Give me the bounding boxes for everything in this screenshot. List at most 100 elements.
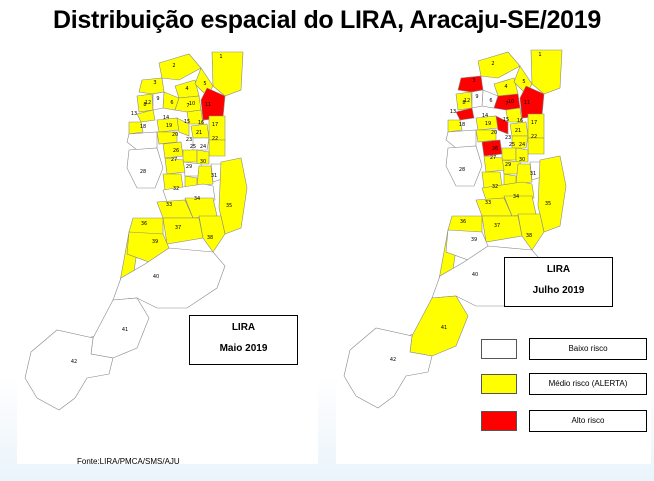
map-zone-label: 3 [472,78,475,84]
map-zone-label: 28 [459,167,465,173]
legend-label-low: Baixo risco [529,338,647,360]
map-zone-label: 28 [140,169,146,175]
map-zone-label: 32 [173,186,179,192]
map-zone-label: 17 [531,120,537,126]
map-zone-label: 24 [200,144,206,150]
legend-label-medium: Médio risco (ALERTA) [529,373,647,395]
map-zone-label: 14 [163,115,169,121]
map-panel-may: 1 2 3 4 5 6 7 8 9 10 11 12 13 14 15 16 17 18 19 20 21 22 23 24 2… [17,38,318,464]
slide-title: Distribuição espacial do LIRA, Aracaju-S… [53,6,601,34]
map-zone-21 [511,135,529,149]
map-zone-15 [176,117,190,137]
map-zone-label: 5 [203,81,206,87]
map-zone-label: 24 [519,142,525,148]
map-zone-label: 39 [152,239,158,245]
map-zone-label: 36 [460,219,466,225]
map-zone-label: 12 [464,98,470,104]
map-zone-label: 9 [156,96,159,102]
map-zone-label: 27 [490,155,496,161]
map-zone-24 [196,149,210,165]
map-zone-label: 16 [198,120,204,126]
map-zone-23 [501,147,517,161]
legend-swatch-high [481,411,517,431]
map-zone-label: 2 [491,61,494,67]
map-zone-19 [475,129,497,143]
map-zone-label: 18 [140,124,146,130]
map-zone-1 [211,51,244,97]
map-zone-12 [136,109,156,123]
map-zone-15 [495,115,509,135]
map-zone-35 [537,155,567,233]
map-zone-label: 17 [212,122,218,128]
map-zone-label: 8 [143,102,146,108]
map-zone-28 [445,145,483,187]
map-caption-period: Julho 2019 [532,285,585,296]
map-zone-label: 11 [205,102,211,108]
map-zone-label: 14 [482,113,488,119]
map-zone-label: 30 [519,157,525,163]
map-zone-label: 38 [207,235,213,241]
map-zone-label: 39 [471,237,477,243]
map-zone-label: 30 [200,159,206,165]
map-zone-label: 42 [71,359,77,365]
map-zone-42 [343,327,433,409]
map-zone-label: 41 [122,327,128,333]
map-zone-label: 16 [517,118,523,124]
source-note: Fonte:LIRA/PMCA/SMS/AJU [77,457,180,466]
map-zone-3 [457,75,484,93]
map-zone-label: 38 [526,233,532,239]
map-zone-label: 15 [184,119,190,125]
map-zone-label: 35 [226,203,232,209]
map-zone-18 [445,129,477,149]
map-zone-label: 22 [212,136,218,142]
map-zone-26 [164,157,186,175]
map-zone-label: 23 [505,135,511,141]
map-zone-35 [218,157,248,235]
map-zone-label: 33 [485,200,491,206]
map-zone-label: 15 [503,117,509,123]
map-zone-9 [471,89,484,109]
map-zone-label: 12 [145,100,151,106]
map-zone-30 [515,163,533,185]
map-zone-label: 4 [504,84,507,90]
map-zone-label: 21 [196,130,202,136]
map-zone-label: 7 [505,101,508,107]
map-zone-9 [152,91,165,111]
map-zone-37 [481,215,523,243]
map-panel-july: 1 2 3 4 5 6 7 8 9 10 11 12 13 14 15 16 17 18 19 20 21 22 23 24 2… [336,38,651,464]
map-zone-30 [196,165,214,187]
map-zone-22 [527,137,545,155]
map-caption-title: LIRA [231,322,256,333]
map-zone-label: 9 [475,94,478,100]
map-zone-label: 2 [172,63,175,69]
map-zone-32 [481,181,535,201]
map-zone-41 [409,295,469,357]
map-zone-38 [198,215,226,253]
map-zone-22 [208,139,226,157]
map-zone-label: 37 [175,225,181,231]
map-zone-label: 13 [131,111,137,117]
map-zone-label: 34 [513,194,519,200]
map-zone-label: 20 [172,132,178,138]
legend-label-high: Alto risco [529,410,647,432]
map-zone-41 [90,297,150,359]
map-zone-label: 8 [462,100,465,106]
map-zone-label: 4 [185,86,188,92]
map-zone-label: 21 [515,128,521,134]
map-zone-42 [24,329,114,411]
map-zone-12 [455,107,475,121]
map-zone-2 [158,53,202,81]
map-zone-label: 20 [491,130,497,136]
map-zone-label: 6 [489,98,492,104]
map-zone-label: 10 [189,101,195,107]
map-zone-label: 13 [450,109,456,115]
map-zone-28 [126,147,164,189]
map-zone-3 [138,77,165,95]
map-zone-label: 19 [485,121,491,127]
map-zone-37 [162,217,204,245]
map-zone-label: 1 [219,54,222,60]
map-zone-label: 32 [492,184,498,190]
